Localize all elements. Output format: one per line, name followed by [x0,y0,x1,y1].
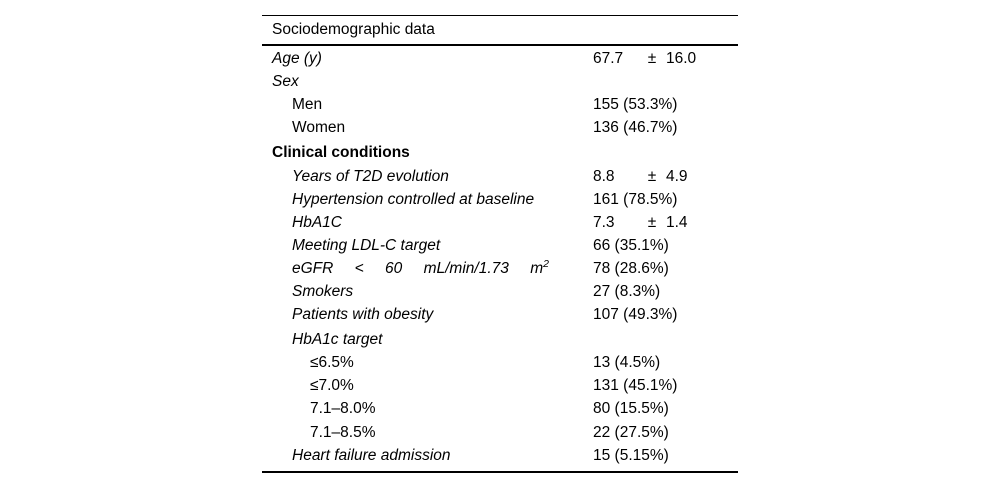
table-body: Age (y) 67.7 ±16.0 Sex Men 155 (53.3%) Women 13… [262,46,738,472]
row-value: 161 (78.5%) [593,190,678,208]
row-value: 136 (46.7%) [593,119,678,137]
table-row: HbA1C 7.3 ±1.4 [262,211,738,234]
label-word: mL/min/1.73 [423,259,509,277]
label-word: < [354,259,364,277]
row-value: 8.8 ±4.9 [593,168,738,186]
label-word: m2 [530,257,549,277]
label-word: 60 [385,259,403,277]
table-row: HbA1c target [262,329,738,352]
plus-minus-symbol: ± [647,50,657,68]
row-value: 80 (15.5%) [593,400,669,418]
value-number: 67.7 [593,50,624,68]
table-row: ≤7.0% 131 (45.1%) [262,375,738,398]
row-label: Patients with obesity [292,306,434,324]
table-row: Age (y) 67.7 ±16.0 [262,48,738,71]
value-number: 7.3 [593,213,615,231]
row-label: HbA1c target [292,331,383,349]
row-label: ≤6.5% [310,354,354,372]
value-number: 4.9 [666,167,688,185]
row-value: 107 (49.3%) [593,306,678,324]
row-value: 67.7 ±16.0 [593,50,738,68]
row-label: Years of T2D evolution [292,167,449,185]
plus-minus-symbol: ± [647,213,657,231]
row-label: Clinical conditions [272,144,410,162]
row-label: 7.1–8.0% [310,400,376,418]
row-label: Smokers [292,282,354,300]
table-row: 7.1–8.5% 22 (27.5%) [262,421,738,444]
row-value: 13 (4.5%) [593,354,661,372]
table-row: 7.1–8.0% 80 (15.5%) [262,398,738,421]
table-row: eGFR <60 mL/min/1.73 m2 78 (28.6%) [262,257,738,280]
row-value: 27 (8.3%) [593,282,661,300]
table-row: Heart failure admission 15 (5.15%) [262,444,738,467]
row-value: 22 (27.5%) [593,423,669,441]
row-label: HbA1C [292,213,342,231]
table-row: Patients with obesity 107 (49.3%) [262,304,738,327]
value-number: 1.4 [666,213,688,231]
plus-minus-symbol: ± [647,167,657,185]
row-value: 78 (28.6%) [593,259,669,277]
value-number: 8.8 [593,167,615,185]
table-row: Years of T2D evolution 8.8 ±4.9 [262,165,738,188]
table-row: Smokers 27 (8.3%) [262,280,738,303]
row-label: Heart failure admission [292,446,451,464]
table-row: ≤6.5% 13 (4.5%) [262,352,738,375]
table-title: Sociodemographic data [272,20,435,38]
table-row: Sex [262,71,738,94]
row-label: Hypertension controlled at baseline [292,190,535,208]
row-value: 7.3 ±1.4 [593,214,738,232]
row-label: 7.1–8.5% [310,423,376,441]
table-row: Clinical conditions [262,142,738,165]
row-label: Women [292,119,346,137]
table-row: Men 155 (53.3%) [262,94,738,117]
value-number: 16.0 [666,50,697,68]
row-value: 66 (35.1%) [593,236,669,254]
sociodemographic-table: Sociodemographic data Age (y) 67.7 ±16.0 Se… [262,15,738,474]
row-value: 155 (53.3%) [593,96,678,114]
table-row: Meeting LDL-C target 66 (35.1%) [262,234,738,257]
row-label: Meeting LDL-C target [292,236,441,254]
row-value: 15 (5.15%) [593,446,669,464]
label-word: eGFR [292,259,334,277]
row-label: Age (y) [272,50,322,68]
row-value: 131 (45.1%) [593,377,678,395]
row-label: eGFR <60 mL/min/1.73 m2 [262,257,593,278]
row-label: Men [292,96,323,114]
table-row: Hypertension controlled at baseline 161 (… [262,188,738,211]
superscript: 2 [543,257,549,270]
table-header-row: Sociodemographic data [262,16,738,46]
row-label: Sex [272,73,299,91]
row-label: ≤7.0% [310,377,354,395]
table-row: Women 136 (46.7%) [262,117,738,140]
